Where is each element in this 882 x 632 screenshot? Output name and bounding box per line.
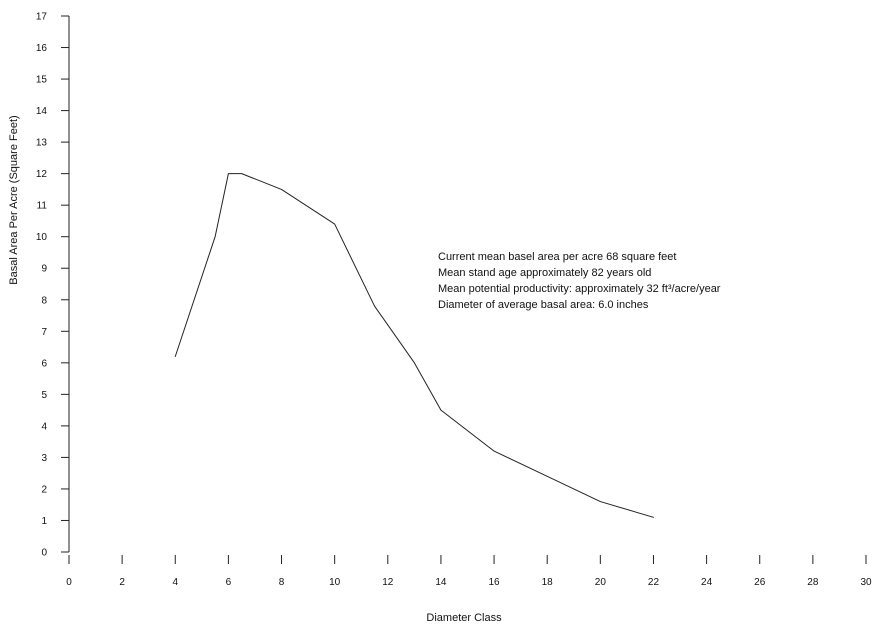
annotation-block: Current mean basel area per acre 68 squa… bbox=[438, 251, 721, 311]
x-tick-label: 24 bbox=[701, 577, 713, 588]
x-tick-label: 20 bbox=[595, 577, 607, 588]
x-tick-label: 16 bbox=[489, 577, 501, 588]
y-tick-label: 0 bbox=[41, 548, 47, 559]
y-tick-label: 1 bbox=[41, 516, 47, 527]
y-tick-label: 17 bbox=[36, 12, 48, 23]
y-tick-label: 9 bbox=[41, 264, 47, 275]
x-tick-label: 30 bbox=[860, 577, 872, 588]
y-axis-label: Basal Area Per Acre (Square Feet) bbox=[8, 115, 20, 284]
x-tick-label: 6 bbox=[226, 577, 232, 588]
y-tick-label: 8 bbox=[41, 295, 47, 306]
annotation-line: Diameter of average basal area: 6.0 inch… bbox=[438, 299, 649, 311]
x-tick-label: 10 bbox=[329, 577, 341, 588]
x-tick-label: 14 bbox=[435, 577, 447, 588]
y-tick-label: 16 bbox=[36, 43, 48, 54]
y-tick-label: 15 bbox=[36, 75, 48, 86]
x-tick-label: 4 bbox=[172, 577, 178, 588]
y-tick-label: 3 bbox=[41, 453, 47, 464]
x-tick-label: 12 bbox=[382, 577, 394, 588]
y-tick-label: 5 bbox=[41, 390, 47, 401]
y-tick-label: 10 bbox=[36, 232, 48, 243]
annotation-line: Current mean basel area per acre 68 squa… bbox=[438, 251, 676, 263]
series-line bbox=[174, 173, 654, 518]
x-tick-label: 26 bbox=[754, 577, 766, 588]
x-tick-label: 28 bbox=[807, 577, 819, 588]
y-tick-label: 14 bbox=[36, 106, 48, 117]
x-tick-label: 0 bbox=[66, 577, 72, 588]
x-tick-label: 8 bbox=[279, 577, 285, 588]
annotation-line: Mean potential productivity: approximate… bbox=[438, 283, 721, 295]
y-tick-label: 7 bbox=[41, 327, 47, 338]
x-tick-label: 22 bbox=[648, 577, 660, 588]
x-tick-label: 18 bbox=[542, 577, 554, 588]
x-tick-label: 2 bbox=[119, 577, 125, 588]
y-tick-label: 11 bbox=[37, 201, 48, 212]
x-axis-label: Diameter Class bbox=[426, 612, 502, 624]
y-tick-label: 6 bbox=[41, 358, 47, 369]
annotation-line: Mean stand age approximately 82 years ol… bbox=[438, 267, 651, 279]
y-tick-label: 2 bbox=[41, 484, 47, 495]
y-tick-label: 12 bbox=[36, 169, 48, 180]
x-axis: 0 2 4 6 8 10 12 14 16 18 20 22 24 26 28 30 bbox=[66, 555, 872, 588]
series-group bbox=[174, 173, 654, 518]
y-tick-label: 4 bbox=[41, 421, 47, 432]
y-tick-label: 13 bbox=[36, 138, 48, 149]
